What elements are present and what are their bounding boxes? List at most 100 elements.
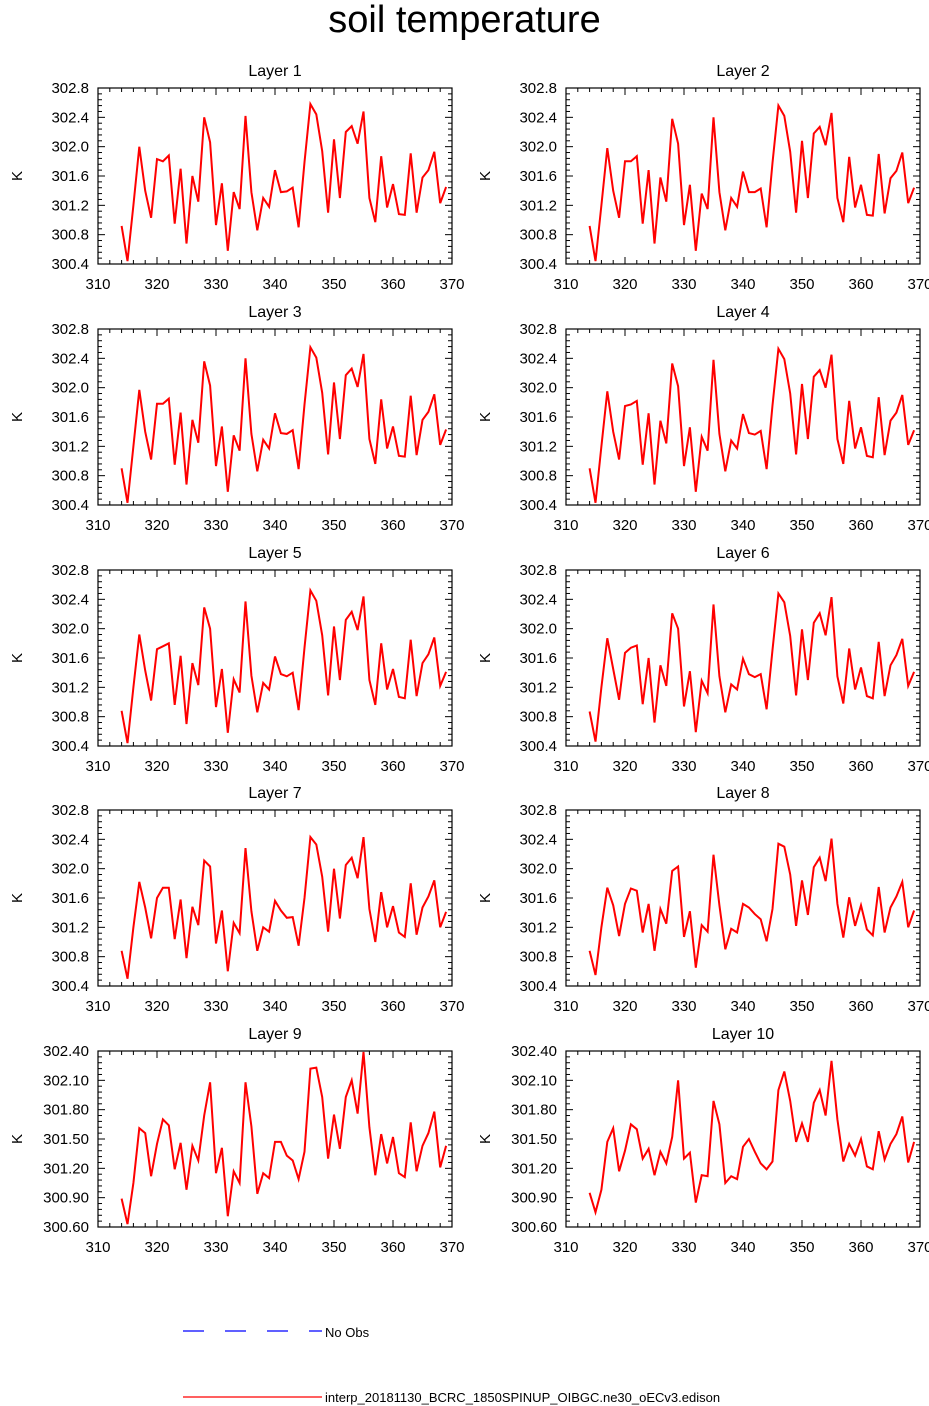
chart-title: soil temperature bbox=[328, 0, 601, 41]
panel-4-xtick-label: 310 bbox=[553, 517, 578, 534]
panel-6-title: Layer 6 bbox=[716, 545, 769, 562]
panel-9-ytick-label: 300.90 bbox=[43, 1190, 89, 1207]
panel-9-ytick-label: 301.80 bbox=[43, 1102, 89, 1119]
panel-6-ytick-label: 301.6 bbox=[519, 650, 557, 667]
panel-8-xtick-label: 330 bbox=[671, 998, 696, 1015]
panel-1-ytick-label: 302.0 bbox=[51, 139, 89, 156]
panel-9-xtick-label: 360 bbox=[380, 1239, 405, 1256]
panel-5-xtick-label: 320 bbox=[144, 758, 169, 775]
panel-1-series-line bbox=[120, 100, 448, 262]
panel-8-title: Layer 8 bbox=[716, 785, 769, 802]
panel-6-series-line bbox=[588, 590, 916, 742]
panel-5-xtick-label: 330 bbox=[203, 758, 228, 775]
panel-6-xtick-label: 330 bbox=[671, 758, 696, 775]
panel-7-series-line bbox=[120, 834, 448, 979]
panel-8-ytick-label: 302.0 bbox=[519, 861, 557, 878]
panel-7-frame bbox=[97, 809, 453, 987]
panel-3-ytick-label: 300.8 bbox=[51, 468, 89, 485]
panel-4-xtick-label: 350 bbox=[789, 517, 814, 534]
panel-8-xtick-label: 350 bbox=[789, 998, 814, 1015]
panel-7-xtick-label: 340 bbox=[262, 998, 287, 1015]
panel-5-xtick-label: 370 bbox=[439, 758, 464, 775]
panel-7-xtick-label: 360 bbox=[380, 998, 405, 1015]
panel-9-xtick-label: 370 bbox=[439, 1239, 464, 1256]
panel-3-series-line bbox=[120, 344, 448, 503]
panel-5-xtick-label: 310 bbox=[85, 758, 110, 775]
panel-10-xtick-label: 350 bbox=[789, 1239, 814, 1256]
panel-9-ytick-label: 300.60 bbox=[43, 1219, 89, 1236]
panel-6-xtick-label: 340 bbox=[730, 758, 755, 775]
panel-6-xtick-label: 370 bbox=[907, 758, 929, 775]
panel-7-ytick-label: 302.8 bbox=[51, 802, 89, 819]
panel-10-xtick-label: 320 bbox=[612, 1239, 637, 1256]
panel-9-xtick-label: 310 bbox=[85, 1239, 110, 1256]
panel-7-xtick-label: 310 bbox=[85, 998, 110, 1015]
panel-7-ytick-label: 301.6 bbox=[51, 890, 89, 907]
panel-9-ylabel: K bbox=[9, 1134, 26, 1144]
panel-4-xtick-label: 320 bbox=[612, 517, 637, 534]
panel-9-xtick-label: 350 bbox=[321, 1239, 346, 1256]
panel-9-title: Layer 9 bbox=[248, 1026, 301, 1043]
panel-1-xtick-label: 320 bbox=[144, 276, 169, 293]
panel-10-ytick-label: 301.50 bbox=[511, 1131, 557, 1148]
panel-2-xtick-label: 370 bbox=[907, 276, 929, 293]
panel-7-ytick-label: 300.4 bbox=[51, 978, 89, 995]
panel-9-xtick-label: 320 bbox=[144, 1239, 169, 1256]
panel-4-xtick-label: 330 bbox=[671, 517, 696, 534]
panel-1-xtick-label: 350 bbox=[321, 276, 346, 293]
panel-5-series-line bbox=[120, 587, 448, 744]
panel-5-ytick-label: 301.2 bbox=[51, 679, 89, 696]
panel-4-ytick-label: 301.6 bbox=[519, 409, 557, 426]
panel-3-ytick-label: 302.4 bbox=[51, 350, 89, 367]
panel-3-ytick-label: 302.0 bbox=[51, 380, 89, 397]
panel-3-ytick-label: 301.6 bbox=[51, 409, 89, 426]
panel-2-series-line bbox=[588, 102, 916, 262]
panel-8-ytick-label: 302.8 bbox=[519, 802, 557, 819]
panel-10-ytick-label: 301.80 bbox=[511, 1102, 557, 1119]
panel-2-ytick-label: 302.8 bbox=[519, 80, 557, 97]
panel-5-xtick-label: 340 bbox=[262, 758, 287, 775]
panel-2-ytick-label: 302.4 bbox=[519, 109, 557, 126]
panel-7-xtick-label: 350 bbox=[321, 998, 346, 1015]
panel-3-ytick-label: 302.8 bbox=[51, 321, 89, 338]
panel-8-ytick-label: 301.6 bbox=[519, 890, 557, 907]
panel-10-ylabel: K bbox=[477, 1134, 494, 1144]
panel-9-xtick-label: 340 bbox=[262, 1239, 287, 1256]
panel-10-xtick-label: 370 bbox=[907, 1239, 929, 1256]
panel-2-ytick-label: 301.6 bbox=[519, 168, 557, 185]
panel-6-ytick-label: 302.8 bbox=[519, 562, 557, 579]
panel-4-ylabel: K bbox=[477, 412, 494, 422]
panel-2-xtick-label: 360 bbox=[848, 276, 873, 293]
panel-8-xtick-label: 340 bbox=[730, 998, 755, 1015]
panel-10-xtick-label: 310 bbox=[553, 1239, 578, 1256]
panel-6-ylabel: K bbox=[477, 653, 494, 663]
panel-4-xtick-label: 340 bbox=[730, 517, 755, 534]
panel-3-xtick-label: 330 bbox=[203, 517, 228, 534]
panel-5-ytick-label: 302.4 bbox=[51, 591, 89, 608]
panel-2-xtick-label: 340 bbox=[730, 276, 755, 293]
panel-4-xtick-label: 360 bbox=[848, 517, 873, 534]
panel-8-ylabel: K bbox=[477, 893, 494, 903]
panel-8-frame bbox=[565, 809, 921, 987]
panel-5-ytick-label: 301.6 bbox=[51, 650, 89, 667]
panel-7-xtick-label: 330 bbox=[203, 998, 228, 1015]
panel-5-ytick-label: 302.8 bbox=[51, 562, 89, 579]
panel-4-ytick-label: 302.8 bbox=[519, 321, 557, 338]
panel-4-ytick-label: 302.4 bbox=[519, 350, 557, 367]
panel-6-ytick-label: 301.2 bbox=[519, 679, 557, 696]
panel-1-ytick-label: 302.4 bbox=[51, 109, 89, 126]
panel-8-xtick-label: 320 bbox=[612, 998, 637, 1015]
panel-5-ytick-label: 300.8 bbox=[51, 709, 89, 726]
panel-10-ytick-label: 301.20 bbox=[511, 1160, 557, 1177]
panel-10-xtick-label: 360 bbox=[848, 1239, 873, 1256]
panel-9-xtick-label: 330 bbox=[203, 1239, 228, 1256]
panel-10-ytick-label: 300.90 bbox=[511, 1190, 557, 1207]
panel-5-title: Layer 5 bbox=[248, 545, 301, 562]
panel-9-ytick-label: 301.20 bbox=[43, 1160, 89, 1177]
panel-6-xtick-label: 310 bbox=[553, 758, 578, 775]
panel-1-ytick-label: 301.6 bbox=[51, 168, 89, 185]
panel-8-ytick-label: 300.8 bbox=[519, 949, 557, 966]
panel-4-ytick-label: 301.2 bbox=[519, 438, 557, 455]
panel-5-xtick-label: 350 bbox=[321, 758, 346, 775]
